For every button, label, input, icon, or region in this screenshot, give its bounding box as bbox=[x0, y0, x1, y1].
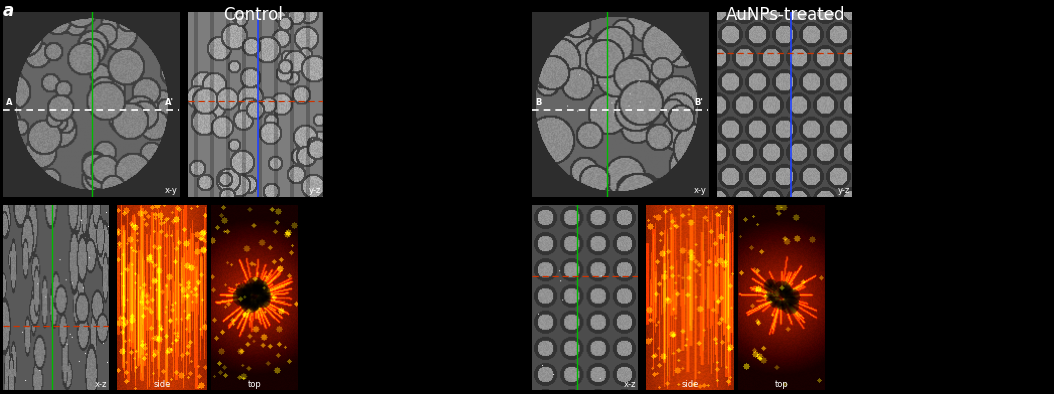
Text: B: B bbox=[534, 98, 541, 107]
Text: top: top bbox=[775, 379, 788, 388]
Text: AuNPs-treated: AuNPs-treated bbox=[725, 6, 845, 24]
Text: x-z: x-z bbox=[95, 379, 108, 388]
Text: Control: Control bbox=[223, 6, 282, 24]
Text: y-z: y-z bbox=[309, 186, 321, 195]
Text: side: side bbox=[681, 379, 699, 388]
Text: A': A' bbox=[165, 98, 174, 107]
Text: side: side bbox=[154, 379, 171, 388]
Text: x-y: x-y bbox=[694, 186, 707, 195]
Text: x-z: x-z bbox=[624, 379, 637, 388]
Text: x-y: x-y bbox=[164, 186, 178, 195]
Text: A: A bbox=[5, 98, 13, 107]
Text: B': B' bbox=[695, 98, 703, 107]
Text: top: top bbox=[248, 379, 261, 388]
Text: a: a bbox=[3, 2, 15, 20]
Text: y-z: y-z bbox=[838, 186, 851, 195]
